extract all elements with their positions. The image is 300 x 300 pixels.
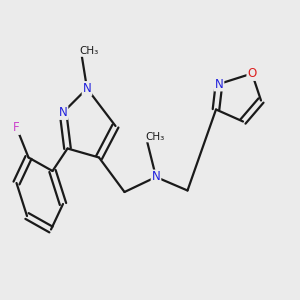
- Text: N: N: [152, 170, 160, 184]
- Text: O: O: [248, 67, 256, 80]
- Text: CH₃: CH₃: [145, 131, 164, 142]
- Text: F: F: [13, 121, 20, 134]
- Text: N: N: [82, 82, 91, 95]
- Text: CH₃: CH₃: [79, 46, 98, 56]
- Text: N: N: [58, 106, 68, 119]
- Text: N: N: [214, 77, 224, 91]
